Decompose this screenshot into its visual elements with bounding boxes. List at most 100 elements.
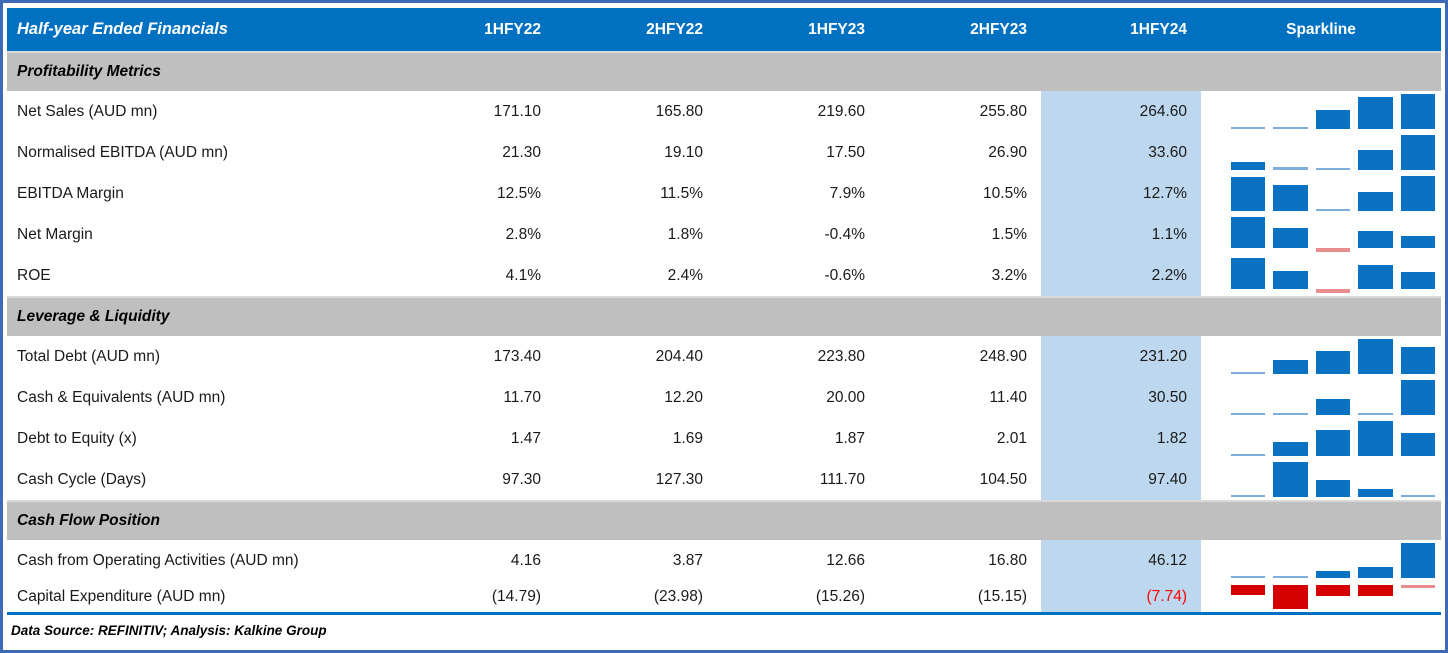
value-cell: 19.10 xyxy=(555,132,717,173)
column-header-sparkline: Sparkline xyxy=(1201,8,1441,51)
spark-slot xyxy=(1273,462,1308,497)
spark-bar xyxy=(1315,167,1351,170)
spark-slot xyxy=(1358,258,1393,293)
value-cell: 10.5% xyxy=(879,173,1041,214)
section-header: Cash Flow Position xyxy=(7,500,1441,540)
spark-bar xyxy=(1358,149,1393,170)
spark-bar xyxy=(1231,161,1266,170)
value-cell: (7.74) xyxy=(1041,581,1201,612)
value-cell: 11.40 xyxy=(879,377,1041,418)
spark-bar xyxy=(1315,430,1351,456)
row-label: Capital Expenditure (AUD mn) xyxy=(7,581,393,612)
value-cell: 111.70 xyxy=(717,459,879,500)
sparkline xyxy=(1231,585,1436,609)
spark-slot xyxy=(1400,135,1436,170)
spark-bar xyxy=(1273,126,1308,129)
sparkline xyxy=(1231,258,1436,293)
sparkline xyxy=(1231,94,1436,129)
spark-slot xyxy=(1273,543,1308,578)
row-label: Normalised EBITDA (AUD mn) xyxy=(7,132,393,173)
spark-slot xyxy=(1273,421,1308,456)
spark-slot xyxy=(1231,380,1266,415)
spark-slot xyxy=(1400,176,1436,211)
value-cell: 12.66 xyxy=(717,540,879,581)
spark-slot xyxy=(1315,135,1351,170)
spark-bar xyxy=(1400,272,1436,289)
spark-slot xyxy=(1273,258,1308,293)
sparkline xyxy=(1231,421,1436,456)
spark-bar xyxy=(1358,192,1393,211)
value-cell: 231.20 xyxy=(1041,336,1201,377)
section-header: Leverage & Liquidity xyxy=(7,296,1441,336)
value-cell: -0.4% xyxy=(717,214,879,255)
sparkline xyxy=(1231,339,1436,374)
spark-slot xyxy=(1400,380,1436,415)
value-cell: 264.60 xyxy=(1041,91,1201,132)
sparkline-cell xyxy=(1201,581,1441,612)
sparkline-cell xyxy=(1201,540,1441,581)
spark-slot xyxy=(1400,94,1436,129)
footer-note: Data Source: REFINITIV; Analysis: Kalkin… xyxy=(7,612,1441,645)
spark-bar xyxy=(1231,575,1266,578)
spark-bar xyxy=(1273,575,1308,578)
value-cell: 1.8% xyxy=(555,214,717,255)
value-cell: 171.10 xyxy=(393,91,555,132)
column-header-1hfy22: 1HFY22 xyxy=(393,8,555,51)
spark-bar xyxy=(1315,570,1351,578)
spark-slot xyxy=(1400,421,1436,456)
spark-bar xyxy=(1231,585,1266,596)
spark-bar xyxy=(1400,585,1436,588)
spark-bar xyxy=(1273,270,1308,289)
value-cell: 204.40 xyxy=(555,336,717,377)
spark-bar xyxy=(1358,412,1393,415)
spark-slot xyxy=(1231,421,1266,456)
sparkline-cell xyxy=(1201,132,1441,173)
value-cell: 30.50 xyxy=(1041,377,1201,418)
spark-bar xyxy=(1358,231,1393,248)
spark-bar xyxy=(1273,227,1308,248)
value-cell: 223.80 xyxy=(717,336,879,377)
value-cell: 17.50 xyxy=(717,132,879,173)
value-cell: 3.87 xyxy=(555,540,717,581)
spark-slot xyxy=(1231,585,1266,609)
spark-slot xyxy=(1400,543,1436,578)
spark-bar xyxy=(1400,135,1436,170)
spark-slot xyxy=(1231,462,1266,497)
spark-bar xyxy=(1400,235,1436,248)
spark-bar xyxy=(1358,97,1393,129)
spark-slot xyxy=(1315,421,1351,456)
spark-bar xyxy=(1400,176,1436,211)
table-title: Half-year Ended Financials xyxy=(7,8,393,51)
value-cell: 248.90 xyxy=(879,336,1041,377)
spark-bar xyxy=(1358,264,1393,289)
value-cell: 1.47 xyxy=(393,418,555,459)
row-label: Net Sales (AUD mn) xyxy=(7,91,393,132)
spark-slot xyxy=(1231,217,1266,252)
value-cell: 12.20 xyxy=(555,377,717,418)
value-cell: (15.15) xyxy=(879,581,1041,612)
spark-bar xyxy=(1358,421,1393,456)
section-header: Profitability Metrics xyxy=(7,51,1441,91)
value-cell: 2.4% xyxy=(555,255,717,296)
value-cell: 11.70 xyxy=(393,377,555,418)
spark-bar xyxy=(1315,247,1351,252)
spark-slot xyxy=(1273,217,1308,252)
value-cell: 26.90 xyxy=(879,132,1041,173)
column-header-1hfy24: 1HFY24 xyxy=(1041,8,1201,51)
value-cell: 4.16 xyxy=(393,540,555,581)
spark-slot xyxy=(1358,217,1393,252)
spark-bar xyxy=(1315,288,1351,293)
spark-slot xyxy=(1315,585,1351,609)
spark-bar xyxy=(1231,126,1266,129)
spark-slot xyxy=(1273,585,1308,609)
sparkline-cell xyxy=(1201,377,1441,418)
value-cell: 1.1% xyxy=(1041,214,1201,255)
spark-slot xyxy=(1315,462,1351,497)
row-label: Cash & Equivalents (AUD mn) xyxy=(7,377,393,418)
sparkline xyxy=(1231,380,1436,415)
sparkline-cell xyxy=(1201,173,1441,214)
value-cell: 46.12 xyxy=(1041,540,1201,581)
value-cell: 1.5% xyxy=(879,214,1041,255)
spark-slot xyxy=(1400,258,1436,293)
spark-bar xyxy=(1231,453,1266,456)
